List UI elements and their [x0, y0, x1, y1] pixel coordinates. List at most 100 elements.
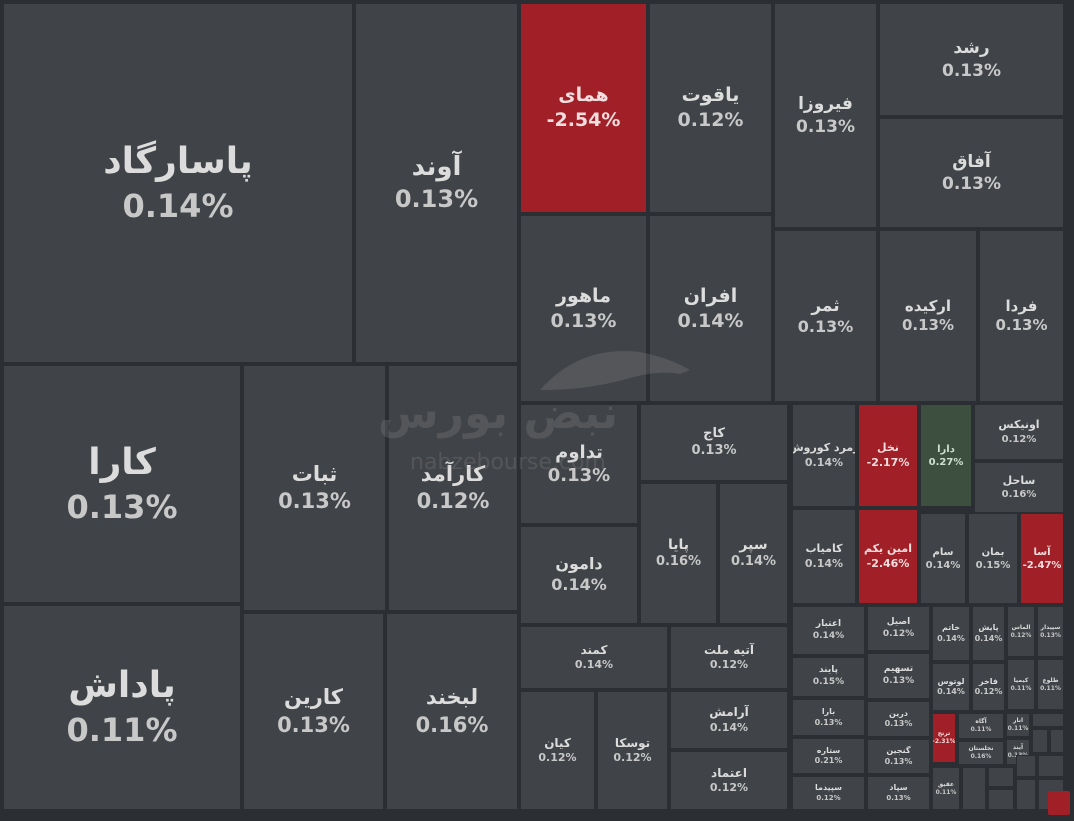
- treemap-tile[interactable]: فاخر 0.12%: [972, 663, 1005, 711]
- tile-change: 0.14%: [677, 309, 744, 332]
- treemap-tile[interactable]: پاسارگاد 0.14%: [3, 3, 353, 363]
- tile-change: 0.21%: [814, 756, 843, 765]
- tile-change: 0.13%: [884, 719, 913, 728]
- treemap-tile[interactable]: الماس 0.12%: [1007, 606, 1035, 657]
- treemap-tile[interactable]: لوتوس 0.14%: [932, 663, 970, 711]
- treemap-tile[interactable]: ثبات 0.13%: [243, 365, 386, 611]
- treemap-tile[interactable]: رشد 0.13%: [879, 3, 1064, 116]
- treemap-tile[interactable]: انار 0.11%: [1006, 713, 1030, 737]
- tile-change: 0.14%: [551, 575, 607, 594]
- tile-change: -2.47%: [1022, 559, 1062, 571]
- tile-change: 0.14%: [709, 720, 749, 734]
- treemap-tile[interactable]: گنجین 0.13%: [867, 739, 930, 774]
- tile-change: 0.12%: [1010, 631, 1032, 639]
- tile-change: 0.13%: [882, 676, 915, 686]
- treemap-tile[interactable]: اصیل 0.12%: [867, 606, 930, 651]
- treemap-tile[interactable]: نخل -2.17%: [858, 404, 918, 507]
- treemap-tile[interactable]: کامیاب 0.14%: [792, 509, 856, 604]
- treemap-tile[interactable]: اعتبار 0.14%: [792, 606, 865, 655]
- treemap-tile[interactable]: امین یکم -2.46%: [858, 509, 918, 604]
- treemap-tile[interactable]: خاتم 0.14%: [932, 606, 970, 661]
- treemap-tile[interactable]: توسکا 0.12%: [597, 691, 668, 810]
- treemap-tile-unlabeled[interactable]: [1016, 755, 1036, 777]
- tile-name: رشد: [953, 38, 990, 59]
- treemap-tile-unlabeled[interactable]: [1032, 729, 1048, 753]
- treemap-tile[interactable]: درین 0.13%: [867, 701, 930, 737]
- tile-change: 0.11%: [1007, 725, 1029, 732]
- treemap-tile[interactable]: همای -2.54%: [520, 3, 647, 213]
- treemap-tile[interactable]: کارین 0.13%: [243, 613, 384, 810]
- treemap-tile-unlabeled[interactable]: [1032, 713, 1064, 727]
- treemap-tile[interactable]: آفاق 0.13%: [879, 118, 1064, 228]
- treemap-tile[interactable]: ثمر 0.13%: [774, 230, 877, 402]
- tile-name: ماهور: [556, 284, 611, 307]
- tile-change: 0.12%: [882, 628, 915, 639]
- treemap-tile[interactable]: آتیه ملت 0.12%: [670, 626, 788, 689]
- treemap-tile-unlabeled[interactable]: [1050, 729, 1064, 753]
- treemap-tile[interactable]: دامون 0.14%: [520, 526, 638, 624]
- treemap-tile[interactable]: زمرد کوروش 0.14%: [792, 404, 856, 507]
- treemap-tile[interactable]: سپیدار 0.13%: [1037, 606, 1064, 657]
- treemap-tile[interactable]: کمند 0.14%: [520, 626, 668, 689]
- treemap-tile[interactable]: دارا 0.27%: [920, 404, 972, 507]
- treemap-tile[interactable]: ماهور 0.13%: [520, 215, 647, 402]
- treemap-tile[interactable]: آسا -2.47%: [1020, 513, 1064, 604]
- scroll-top-button[interactable]: [1048, 791, 1070, 815]
- tile-change: 0.14%: [974, 633, 1003, 643]
- treemap-tile-unlabeled[interactable]: [988, 789, 1014, 810]
- treemap-tile[interactable]: سام 0.14%: [920, 513, 966, 604]
- tile-name: کارآمد: [420, 461, 486, 486]
- treemap-tile[interactable]: ساحل 0.16%: [974, 462, 1064, 513]
- treemap-tile[interactable]: کاج 0.13%: [640, 404, 788, 481]
- tile-name: اعتبار: [815, 618, 842, 629]
- treemap-tile[interactable]: اعتماد 0.12%: [670, 751, 788, 810]
- treemap-tile[interactable]: ارکیده 0.13%: [879, 230, 977, 402]
- tile-change: 0.12%: [974, 687, 1003, 696]
- treemap-tile[interactable]: تسهیم 0.13%: [867, 653, 930, 699]
- tile-change: 0.13%: [942, 60, 1001, 81]
- tile-name: پایش: [978, 623, 999, 633]
- treemap-tile[interactable]: اونیکس 0.12%: [974, 404, 1064, 460]
- treemap-tile[interactable]: لبخند 0.16%: [386, 613, 518, 810]
- tile-change: 0.13%: [796, 116, 855, 137]
- tile-change: 0.12%: [816, 793, 841, 802]
- treemap-tile-unlabeled[interactable]: [988, 767, 1014, 787]
- treemap-tile[interactable]: ترنج -2.31%: [932, 713, 956, 763]
- treemap-tile[interactable]: بارا 0.13%: [792, 699, 865, 736]
- treemap-tile[interactable]: تداوم 0.13%: [520, 404, 638, 524]
- treemap-tile[interactable]: آرامش 0.14%: [670, 691, 788, 749]
- treemap-tile[interactable]: پایش 0.14%: [972, 606, 1005, 661]
- treemap-tile[interactable]: سپاد 0.13%: [867, 776, 930, 810]
- treemap-tile[interactable]: کیمیا 0.11%: [1007, 659, 1035, 710]
- treemap-tile[interactable]: سپر 0.14%: [719, 483, 788, 624]
- tile-name: ثبات: [291, 461, 338, 486]
- tile-name: ارکیده: [904, 296, 952, 315]
- treemap-tile[interactable]: آگاه 0.11%: [958, 713, 1004, 739]
- tile-name: کامیاب: [805, 542, 843, 556]
- treemap-tile[interactable]: کارآمد 0.12%: [388, 365, 518, 611]
- treemap-tile[interactable]: یاقوت 0.12%: [649, 3, 772, 213]
- tile-name: اعتماد: [711, 765, 747, 780]
- treemap-tile[interactable]: عقیق 0.11%: [932, 767, 960, 810]
- treemap-tile[interactable]: کارا 0.13%: [3, 365, 241, 603]
- treemap-tile[interactable]: سپیدما 0.12%: [792, 776, 865, 810]
- treemap-tile[interactable]: ستاره 0.21%: [792, 738, 865, 774]
- treemap-tile[interactable]: نخلستان 0.16%: [958, 741, 1004, 765]
- treemap-tile[interactable]: فردا 0.13%: [979, 230, 1064, 402]
- treemap-tile[interactable]: بمان 0.15%: [968, 513, 1018, 604]
- treemap-tile[interactable]: فیروزا 0.13%: [774, 3, 877, 228]
- treemap-tile[interactable]: افران 0.14%: [649, 215, 772, 402]
- treemap-tile-unlabeled[interactable]: [1038, 755, 1064, 777]
- tile-change: 0.13%: [995, 316, 1048, 334]
- treemap-tile[interactable]: طلوع 0.11%: [1037, 659, 1064, 710]
- treemap-tile[interactable]: پایند 0.15%: [792, 657, 865, 697]
- treemap-tile-unlabeled[interactable]: [962, 767, 986, 810]
- treemap-tile[interactable]: کیان 0.12%: [520, 691, 595, 810]
- treemap-tile[interactable]: پایا 0.16%: [640, 483, 717, 624]
- treemap-tile[interactable]: آوند 0.13%: [355, 3, 518, 363]
- tile-name: اصیل: [886, 616, 911, 627]
- treemap-tile-unlabeled[interactable]: [1016, 779, 1036, 810]
- tile-change: 0.13%: [797, 316, 854, 336]
- treemap-tile[interactable]: پاداش 0.11%: [3, 605, 241, 810]
- tile-change: 0.11%: [970, 726, 992, 733]
